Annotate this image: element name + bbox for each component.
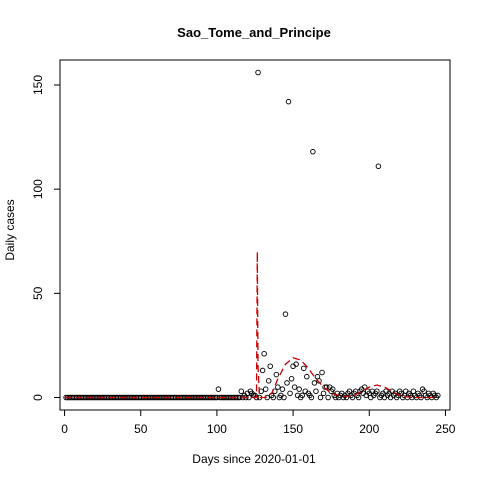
y-tick-label: 0 bbox=[31, 394, 45, 401]
data-point bbox=[325, 394, 331, 401]
data-point bbox=[311, 380, 318, 386]
data-point bbox=[435, 392, 441, 399]
chart-title: Sao_Tome_and_Principe bbox=[177, 25, 331, 40]
x-tick-label: 0 bbox=[61, 422, 68, 436]
data-point bbox=[262, 386, 269, 392]
data-point bbox=[261, 351, 267, 357]
x-tick-label: 100 bbox=[207, 422, 227, 436]
data-point bbox=[316, 378, 322, 384]
x-axis-label: Days since 2020-01-01 bbox=[192, 452, 316, 466]
data-point bbox=[320, 390, 327, 397]
data-point bbox=[293, 361, 299, 367]
data-point bbox=[329, 386, 336, 392]
data-point bbox=[284, 380, 290, 386]
data-point bbox=[287, 390, 293, 397]
data-point bbox=[255, 69, 261, 76]
data-point bbox=[355, 394, 362, 401]
plot-frame bbox=[59, 59, 451, 411]
data-point bbox=[215, 386, 222, 392]
fitted-curve bbox=[64, 251, 438, 399]
data-point bbox=[275, 384, 281, 390]
data-point bbox=[265, 378, 272, 384]
data-point bbox=[308, 394, 315, 401]
data-point bbox=[317, 394, 324, 401]
data-point bbox=[259, 367, 266, 374]
y-tick-label: 150 bbox=[31, 75, 45, 95]
x-tick-label: 250 bbox=[435, 422, 455, 436]
data-point bbox=[375, 163, 382, 169]
data-points bbox=[63, 69, 441, 401]
data-point bbox=[282, 311, 289, 317]
data-point bbox=[304, 373, 310, 380]
data-point bbox=[374, 388, 380, 395]
data-point bbox=[285, 98, 292, 105]
data-point bbox=[296, 386, 302, 392]
x-tick-label: 200 bbox=[359, 422, 379, 436]
data-point bbox=[291, 384, 298, 390]
data-point bbox=[267, 363, 273, 370]
data-point bbox=[270, 394, 277, 401]
y-tick-label: 100 bbox=[31, 179, 45, 199]
data-point bbox=[279, 386, 286, 392]
data-point bbox=[238, 388, 245, 395]
data-point bbox=[313, 388, 319, 395]
x-tick-label: 150 bbox=[283, 422, 303, 436]
data-point bbox=[319, 369, 325, 376]
y-tick-label: 50 bbox=[31, 286, 45, 300]
data-point bbox=[299, 392, 305, 399]
y-axis-label: Daily cases bbox=[3, 199, 17, 260]
data-point bbox=[273, 371, 280, 378]
x-tick-label: 50 bbox=[134, 422, 148, 436]
data-point bbox=[288, 376, 295, 382]
data-point bbox=[310, 148, 316, 155]
y-axis: 0 50 100 150 bbox=[31, 75, 61, 401]
x-axis: 0 50 100 150 200 250 bbox=[61, 409, 456, 436]
data-point bbox=[301, 365, 307, 372]
data-point bbox=[281, 394, 287, 401]
